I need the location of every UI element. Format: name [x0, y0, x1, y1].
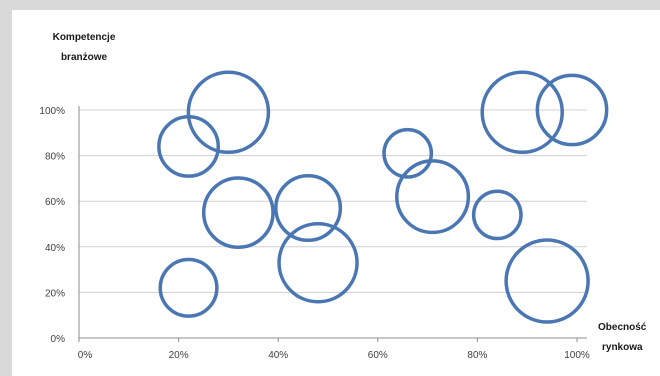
x-tick-label: 20%	[169, 350, 189, 361]
bubble-7	[382, 127, 434, 179]
bubble-4	[201, 176, 275, 250]
chart-area: 0% 20% 40% 60% 80% 100% 0% 20% 40% 60% 80% 100% Ko…	[12, 10, 660, 376]
bubble-11	[535, 73, 609, 147]
bubble-6	[277, 222, 359, 304]
y-tick-label: 0%	[51, 334, 66, 345]
x-axis-title-line1: Obecność	[598, 322, 647, 333]
bubble-1	[186, 70, 271, 155]
y-axis-title-line2: branżowe	[61, 52, 108, 63]
y-tick-labels: 0% 20% 40% 60% 80% 100%	[39, 106, 65, 345]
x-tick-labels: 0% 20% 40% 60% 80% 100%	[78, 350, 590, 361]
bubble-8	[395, 159, 471, 235]
x-tick-label: 40%	[268, 350, 288, 361]
gridlines	[78, 106, 587, 342]
bubble-12	[504, 238, 590, 324]
x-tick-label: 100%	[564, 350, 590, 361]
x-axis-title-line2: rynkowa	[602, 342, 643, 353]
y-tick-label: 20%	[45, 288, 65, 299]
x-tick-label: 80%	[467, 350, 487, 361]
bubble-9	[471, 189, 523, 241]
y-tick-label: 60%	[45, 197, 65, 208]
y-tick-label: 80%	[45, 152, 65, 163]
bubble-3	[158, 257, 219, 318]
x-tick-label: 60%	[368, 350, 388, 361]
bubble-chart: 0% 20% 40% 60% 80% 100% 0% 20% 40% 60% 80% 100% Ko…	[39, 32, 647, 361]
y-axis-title-line1: Kompetencje	[53, 32, 116, 43]
bubble-5	[274, 174, 343, 243]
x-tick-label: 0%	[78, 350, 93, 361]
bubble-2	[157, 115, 220, 178]
bubble-10	[480, 70, 564, 155]
y-tick-label: 40%	[45, 243, 65, 254]
y-tick-label: 100%	[39, 106, 65, 117]
bubbles	[157, 70, 609, 324]
